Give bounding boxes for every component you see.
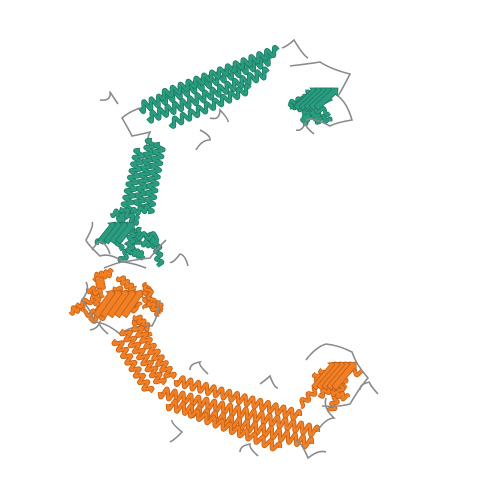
- loop-accent: [99, 91, 119, 105]
- orange-tip-strand: [331, 361, 357, 391]
- orange-stalk-helix: [112, 339, 154, 393]
- orange-side-loop: [169, 419, 184, 443]
- orange-arm-helix: [166, 399, 314, 449]
- orange-core-domain-helix: [116, 276, 137, 292]
- loop-accent: [295, 121, 315, 135]
- loop-accent: [91, 240, 111, 255]
- teal-arm-helix: [159, 45, 279, 101]
- orange-core-domain-helix: [146, 301, 160, 317]
- orange-core-domain-helix: [86, 286, 105, 298]
- orange-arm-helix: [174, 376, 302, 420]
- loop-accent: [359, 381, 379, 395]
- teal-tip-domain-helix: [300, 111, 311, 126]
- orange-core-domain-helix: [93, 268, 114, 282]
- teal-stalk-helix: [143, 142, 165, 214]
- teal-arm-helix: [169, 83, 251, 129]
- orange-tip-loop: [317, 397, 336, 431]
- loop-accent: [89, 319, 109, 335]
- teal-core-domain-helix: [120, 207, 135, 222]
- teal-core-domain-helix: [135, 231, 158, 241]
- orange-core-loop: [80, 281, 161, 336]
- teal-tip-strand: [313, 87, 339, 111]
- loop-accent: [189, 360, 209, 375]
- loop-accent: [259, 374, 279, 389]
- orange-stalk-helix: [132, 325, 176, 379]
- teal-tip-loop: [289, 61, 354, 127]
- orange-tip-loop: [305, 343, 370, 408]
- teal-core-domain-helix: [125, 228, 136, 255]
- loop-accent: [169, 253, 189, 267]
- teal-hinge-loop: [120, 107, 152, 151]
- orange-core-strand: [120, 289, 144, 319]
- teal-arm-helix: [146, 67, 270, 123]
- teal-core-strand: [115, 221, 135, 245]
- loop-accent: [239, 442, 259, 457]
- orange-stalk-helix: [120, 329, 166, 385]
- orange-arm-helix: [188, 409, 282, 451]
- orange-core-domain-helix: [95, 276, 106, 290]
- teal-side-loop: [195, 129, 211, 151]
- teal-core-loop: [85, 221, 167, 263]
- orange-core-loop: [103, 261, 147, 269]
- teal-stalk-helix: [121, 148, 145, 212]
- orange-tail-loop: [295, 439, 327, 460]
- orange-core-domain-helix: [75, 294, 98, 309]
- loop-accent: [209, 108, 229, 123]
- orange-tip-domain-helix: [300, 386, 318, 408]
- teal-tip-loop: [281, 38, 309, 59]
